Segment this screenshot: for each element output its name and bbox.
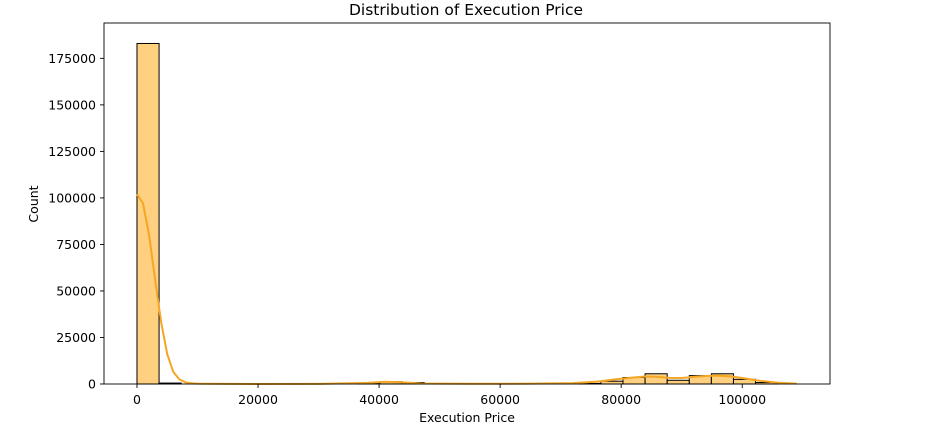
y-tick-label: 150000 [48, 97, 96, 112]
kde-curve [136, 193, 797, 385]
chart-title: Distribution of Execution Price [349, 1, 583, 19]
y-tick-label: 50000 [56, 283, 96, 298]
x-tick-label: 80000 [601, 392, 641, 407]
x-tick-label: 60000 [480, 392, 520, 407]
histogram-bar [136, 42, 160, 385]
x-tick-label: 20000 [238, 392, 278, 407]
x-axis-label: Execution Price [419, 410, 515, 425]
x-tick-label: 100000 [718, 392, 766, 407]
histogram-bar [644, 373, 668, 385]
y-tick-label: 175000 [48, 51, 96, 66]
y-tick-label: 125000 [48, 144, 96, 159]
histogram-bars [136, 42, 779, 385]
y-axis-label: Count [26, 185, 41, 222]
histogram-bar [666, 379, 690, 385]
y-tick-label: 75000 [56, 237, 96, 252]
y-tick-label: 0 [88, 377, 96, 392]
y-axis-ticks: 0 25000 50000 75000 100000 125000 150000 175000 [48, 51, 104, 392]
y-tick-label: 100000 [48, 190, 96, 205]
x-axis-ticks: 0 20000 40000 60000 80000 100000 [133, 384, 766, 407]
x-tick-label: 40000 [359, 392, 399, 407]
plot-frame [103, 22, 831, 385]
x-tick-label: 0 [133, 392, 141, 407]
y-tick-label: 25000 [56, 330, 96, 345]
